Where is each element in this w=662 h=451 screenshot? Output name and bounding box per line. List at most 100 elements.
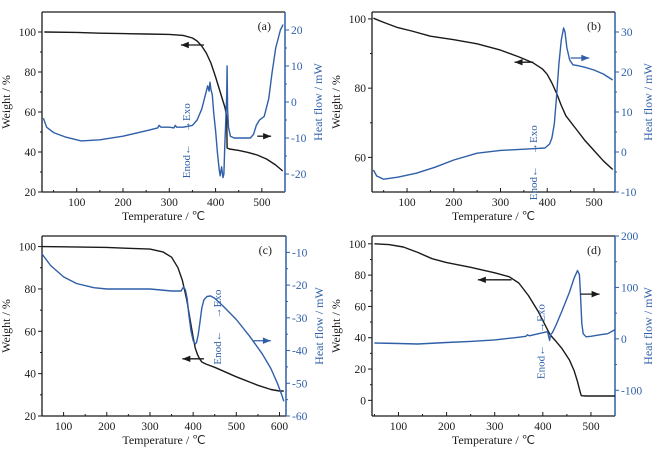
panel-label: (d): [587, 243, 601, 257]
heat-flow-line: [42, 24, 284, 179]
x-tick-label: 400: [534, 421, 552, 433]
x-tick-label: 400: [207, 197, 225, 209]
endo-label: Enod←: [535, 345, 547, 379]
x-tick-label: 300: [161, 197, 179, 209]
y-tick-label: 40: [355, 333, 367, 345]
exo-label: →Exo: [528, 125, 540, 154]
y2-axis-title: Heat flow / mW: [311, 63, 325, 141]
y-tick-label: 80: [25, 67, 37, 79]
y-tick-label: 80: [355, 270, 367, 282]
weight-line: [374, 243, 615, 397]
y-axis-title: Weight / %: [329, 299, 343, 353]
y-tick-label: 100: [349, 239, 367, 251]
x-tick-label: 300: [486, 421, 504, 433]
x-axis-title: Temperature / ℃: [122, 209, 205, 223]
x-tick-label: 500: [585, 197, 603, 209]
y2-tick-label: 20: [291, 25, 303, 37]
y-tick-label: 60: [25, 326, 37, 338]
y-axis-title: Weight / %: [0, 299, 13, 353]
y2-tick-label: 0: [621, 334, 627, 346]
x-tick-label: 300: [141, 421, 159, 433]
y2-tick-label: 200: [621, 231, 639, 243]
weight-line: [373, 17, 614, 171]
x-tick-label: 100: [55, 421, 73, 433]
y2-tick-label: -60: [292, 411, 308, 423]
x-tick-label: 200: [114, 197, 132, 209]
y2-tick-label: 0: [291, 97, 297, 109]
x-tick-label: 300: [492, 197, 510, 209]
x-tick-label: 500: [253, 197, 271, 209]
x-tick-label: 500: [228, 421, 246, 433]
exo-label: →Exo: [181, 103, 193, 132]
y2-tick-label: -20: [291, 169, 307, 181]
weight-line: [44, 31, 284, 172]
y2-tick-label: 10: [291, 61, 303, 73]
x-tick-label: 600: [271, 421, 289, 433]
y2-tick-label: -10: [292, 247, 308, 259]
heat-flow-line: [372, 27, 614, 180]
arrow-head-icon: [581, 54, 590, 62]
endo-label: Enod←: [528, 166, 540, 200]
y-tick-label: 60: [355, 301, 367, 313]
x-tick-label: 400: [185, 421, 203, 433]
y2-tick-label: 10: [621, 107, 633, 119]
x-tick-label: 400: [539, 197, 557, 209]
panel-label: (a): [258, 19, 271, 33]
y-tick-label: 40: [25, 369, 37, 381]
y2-axis-title: Heat flow / mW: [641, 287, 655, 365]
y-tick-label: 100: [349, 14, 367, 26]
arrow-head-icon: [182, 355, 191, 363]
panel-label: (c): [259, 243, 272, 257]
y2-tick-label: -20: [292, 280, 308, 292]
y2-tick-label: -10: [621, 187, 637, 199]
y2-tick-label: 100: [621, 282, 639, 294]
arrow-head-icon: [180, 41, 189, 49]
y2-tick-label: -100: [621, 385, 642, 397]
exo-label: →Exo: [535, 304, 547, 333]
panel-d: 100 200 300 400 500020406080100-1000100200Te…: [329, 231, 655, 447]
x-tick-label: 100: [68, 197, 86, 209]
arrow-head-icon: [477, 276, 486, 284]
weight-line: [41, 245, 284, 392]
panel-b: 100 200 300 400 500 60 80 100 -10 0 10 20 30 Temperat…: [329, 11, 655, 223]
y2-tick-label: 0: [621, 147, 627, 159]
y2-tick-label: -30: [292, 313, 308, 325]
x-tick-label: 100: [390, 421, 408, 433]
y-tick-label: 60: [25, 107, 37, 119]
endo-label: Enod←: [212, 330, 224, 364]
x-tick-label: 200: [98, 421, 116, 433]
x-tick-label: 200: [445, 197, 463, 209]
arrow-head-icon: [514, 58, 523, 66]
y-tick-label: 0: [360, 395, 366, 407]
arrow-head-icon: [263, 133, 272, 140]
y-tick-label: 80: [355, 83, 367, 95]
y-axis-title: Weight / %: [329, 75, 343, 129]
x-axis-title: Temperature / ℃: [122, 433, 205, 447]
x-axis-title: Temperature / ℃: [452, 433, 535, 447]
y2-tick-label: -50: [292, 378, 308, 390]
heat-flow-line: [41, 253, 285, 402]
arrow-head-icon: [591, 290, 600, 298]
y2-axis-title: Heat flow / mW: [312, 287, 326, 365]
y2-tick-label: -10: [291, 133, 307, 145]
y-tick-label: 20: [25, 187, 37, 199]
x-tick-label: 200: [438, 421, 456, 433]
y-tick-label: 20: [25, 411, 37, 423]
panel-c: 100 200 300 400 500 600 20 40 60 80 100 -60 -50 -40 -3…: [0, 235, 326, 447]
y2-tick-label: 30: [621, 27, 633, 39]
x-tick-label: 500: [582, 421, 600, 433]
panel-a: 100 200 300 400 500 20 40 60 80 100 -20 -10 0 10 20 Tem…: [0, 11, 325, 223]
y-tick-label: 20: [355, 364, 367, 376]
y-axis-title: Weight / %: [0, 75, 13, 129]
y2-tick-label: 20: [621, 67, 633, 79]
y-tick-label: 40: [25, 147, 37, 159]
x-tick-label: 100: [398, 197, 416, 209]
y-tick-label: 80: [25, 284, 37, 296]
endo-label: Enod←: [181, 144, 193, 178]
y-tick-label: 100: [19, 242, 37, 254]
y2-tick-label: -40: [292, 346, 308, 358]
heat-flow-line: [374, 269, 616, 345]
y-tick-label: 100: [19, 27, 37, 39]
